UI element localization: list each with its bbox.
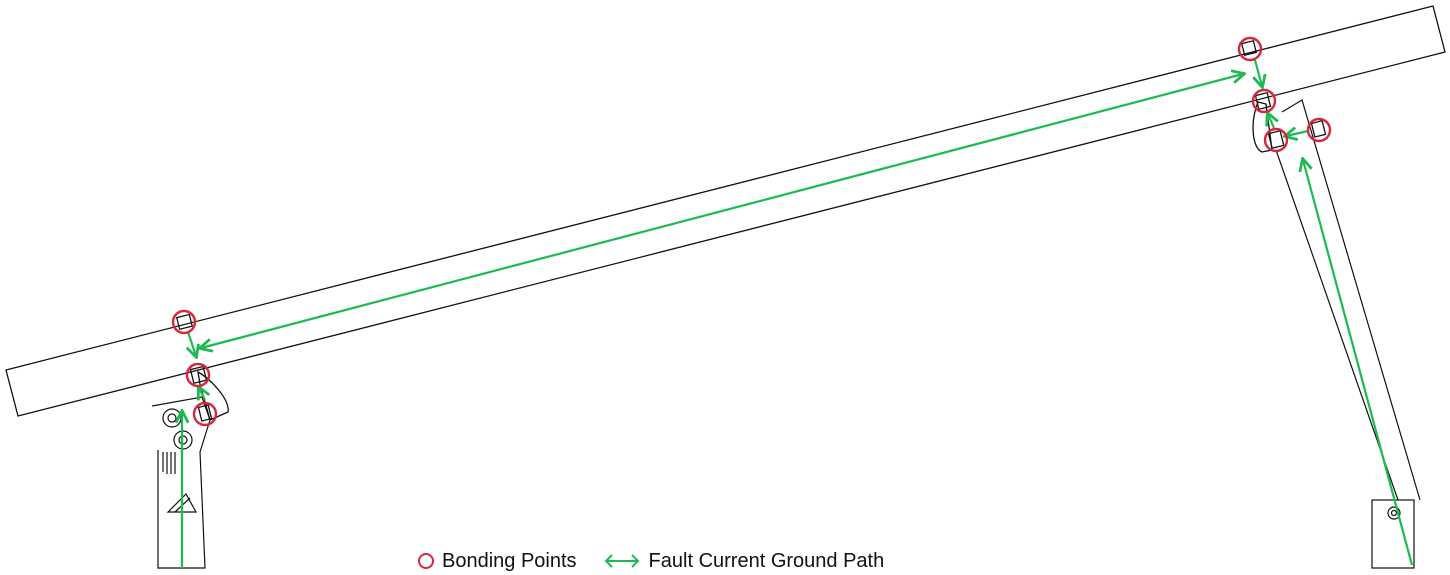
double-arrow-icon	[604, 554, 639, 568]
ground-path-arrows	[182, 59, 1414, 568]
red-ring-icon	[418, 553, 434, 569]
ground-path-rear-leg	[1303, 160, 1414, 566]
bonding-point	[171, 309, 197, 335]
front-bracket	[175, 313, 229, 422]
bonding-point	[1251, 88, 1277, 114]
ground-path-front-clamp	[188, 331, 196, 356]
ground-path-rail	[201, 74, 1243, 348]
ground-path-rear-tab	[1286, 131, 1309, 136]
legend: Bonding Points Fault Current Ground Path	[418, 548, 884, 574]
bonding-point	[1263, 127, 1289, 153]
ground-path-front-bracket	[199, 388, 205, 401]
legend-path-label: Fault Current Ground Path	[648, 549, 885, 572]
rear-leg	[1275, 99, 1421, 569]
bonding-point	[1237, 36, 1263, 62]
ground-path-rear-clamp	[1255, 59, 1262, 86]
bonding-point	[185, 362, 211, 388]
ground-path-rear-bracket	[1268, 114, 1274, 129]
bonding-point	[192, 401, 218, 427]
legend-bonding-label: Bonding Points	[442, 549, 577, 572]
bonding-point	[1306, 117, 1332, 143]
bonding-points	[171, 36, 1332, 427]
